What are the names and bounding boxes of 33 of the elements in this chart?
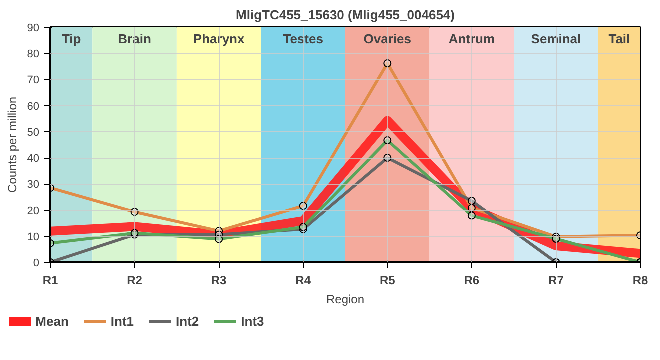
x-tick-label: R4 bbox=[296, 274, 312, 288]
legend-label: Int3 bbox=[241, 314, 264, 328]
legend-label: Int1 bbox=[110, 314, 134, 328]
band-label: Tail bbox=[608, 32, 630, 46]
y-tick-label: 40 bbox=[27, 153, 40, 166]
y-tick-label: 10 bbox=[27, 231, 40, 244]
y-tick-label: 50 bbox=[27, 126, 40, 139]
y-tick-label: 90 bbox=[27, 22, 40, 34]
band-label: Testes bbox=[283, 32, 324, 46]
x-tick-label: R2 bbox=[127, 274, 143, 288]
x-axis-title: Region bbox=[326, 292, 365, 306]
y-tick-label: 60 bbox=[27, 100, 40, 113]
y-axis-title: Counts per million bbox=[5, 96, 20, 194]
y-tick-label: 80 bbox=[27, 48, 40, 61]
legend-label: Int2 bbox=[176, 314, 200, 328]
y-tick-label: 30 bbox=[27, 179, 40, 192]
legend-label: Mean bbox=[36, 314, 69, 328]
chart-title: MligTC455_15630 (Mlig455_004654) bbox=[236, 8, 455, 22]
band-label: Ovaries bbox=[364, 32, 412, 46]
x-tick-label: R3 bbox=[211, 274, 228, 288]
x-tick-label: R8 bbox=[632, 274, 648, 288]
x-tick-label: R6 bbox=[464, 274, 480, 288]
x-tick-label: R5 bbox=[380, 274, 396, 288]
y-tick-label: 0 bbox=[33, 258, 40, 270]
y-tick-label: 70 bbox=[27, 74, 40, 87]
x-tick-label: R7 bbox=[548, 274, 564, 288]
band-label: Brain bbox=[118, 32, 152, 46]
band-label: Tip bbox=[62, 32, 82, 46]
band-label: Pharynx bbox=[193, 32, 246, 46]
band-label: Antrum bbox=[448, 32, 496, 46]
y-tick-label: 20 bbox=[27, 205, 40, 218]
x-tick-label: R1 bbox=[42, 274, 58, 288]
band-label: Seminal bbox=[531, 32, 582, 46]
